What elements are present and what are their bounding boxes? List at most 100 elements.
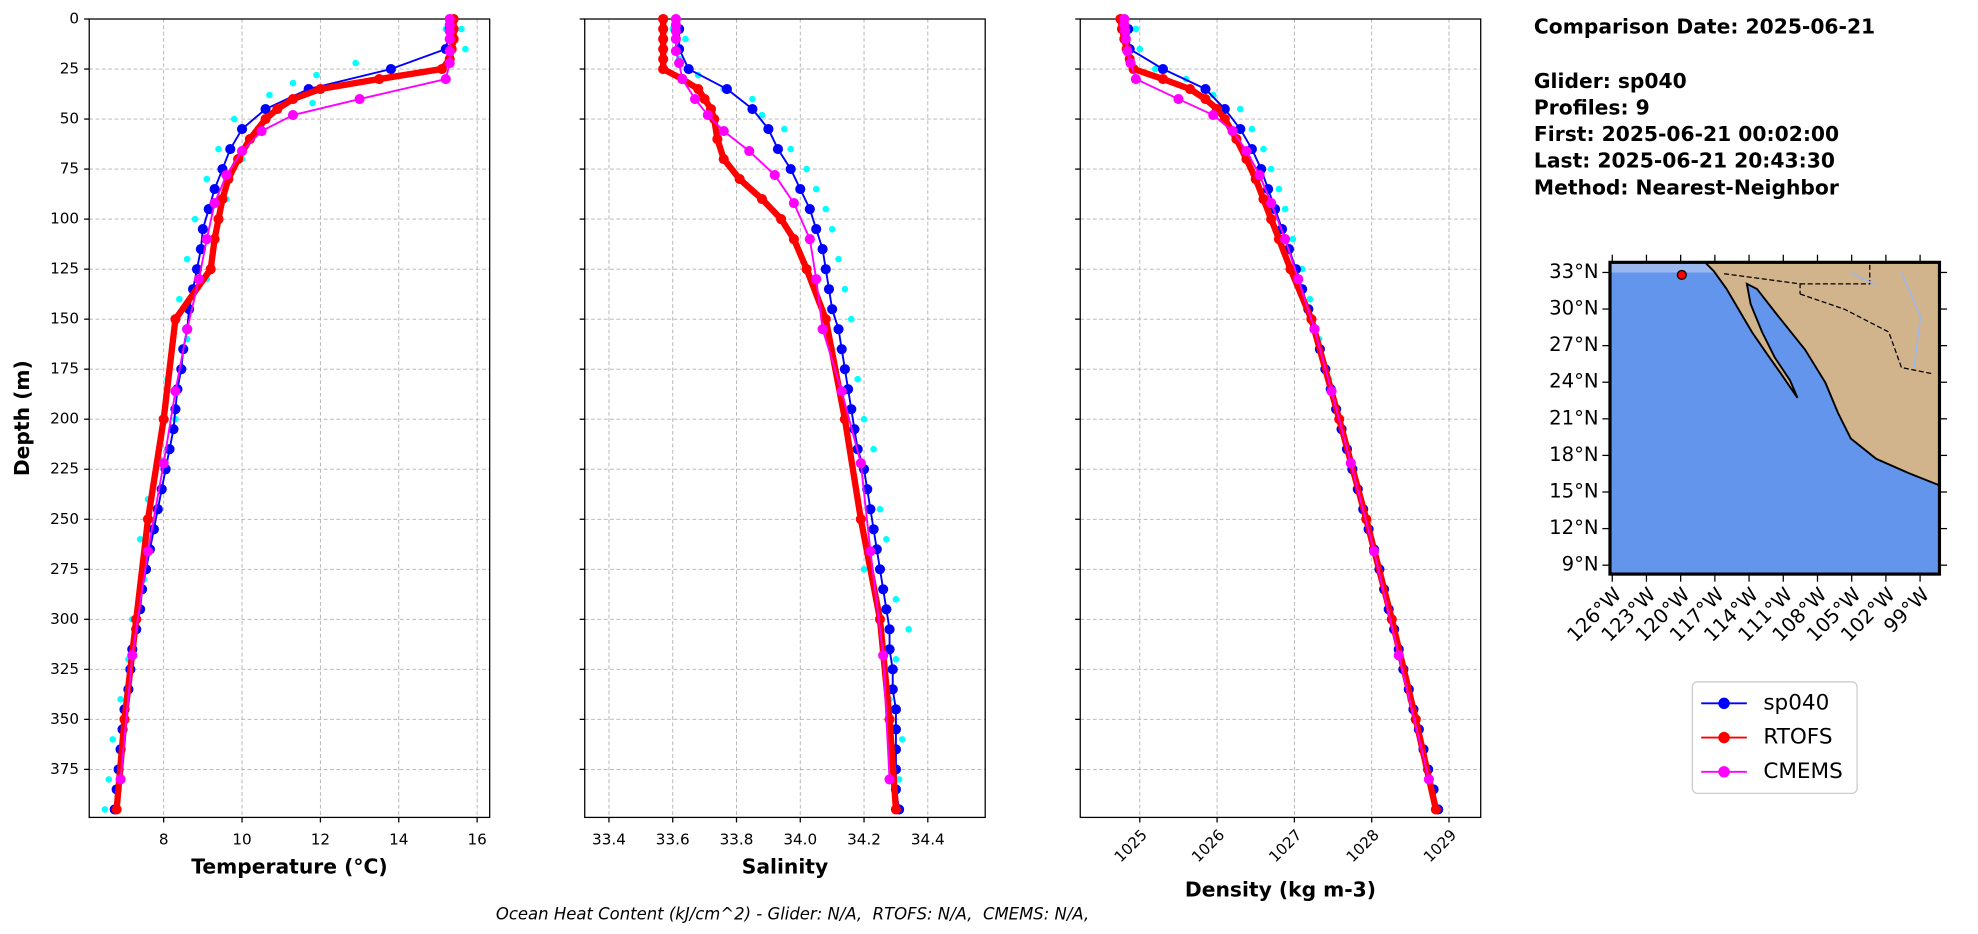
profile-marker	[217, 194, 228, 205]
raw-point	[749, 95, 756, 103]
profile-marker	[817, 244, 828, 255]
x-tick-label: 1028	[1343, 826, 1383, 866]
profile-line	[659, 19, 900, 810]
profile-line	[119, 19, 451, 780]
raw-point	[191, 215, 199, 223]
profile-marker	[201, 234, 212, 245]
lat-label: 18°N	[1549, 443, 1598, 466]
raw-point	[215, 145, 222, 153]
profile-marker	[670, 25, 681, 37]
profile-marker	[658, 43, 669, 55]
profile-marker	[804, 234, 815, 245]
profile-marker	[142, 546, 154, 557]
profile-marker	[1345, 458, 1356, 469]
glider-position	[1676, 269, 1687, 280]
profile-marker	[213, 214, 224, 225]
profile-marker	[1393, 650, 1404, 661]
raw-point	[892, 596, 900, 603]
profile-marker	[874, 564, 886, 575]
lat-label: 21°N	[1549, 406, 1598, 429]
profile-marker	[763, 123, 774, 135]
y-tick-label: 275	[50, 560, 79, 578]
profile-marker	[878, 584, 889, 595]
raw-point	[1289, 235, 1297, 243]
profile-marker	[1285, 264, 1296, 275]
y-tick-label: 350	[50, 710, 79, 728]
profile-marker	[1208, 109, 1219, 121]
profile-marker	[712, 134, 723, 145]
profile-marker	[193, 274, 205, 285]
legend-marker	[1718, 766, 1730, 778]
profile-marker	[127, 650, 138, 661]
profile-marker	[788, 198, 799, 209]
legend-label: CMEMS	[1763, 759, 1842, 784]
raw-point	[883, 535, 890, 543]
profile-marker	[205, 264, 216, 275]
profile-marker	[287, 93, 299, 105]
lat-label: 12°N	[1549, 516, 1598, 539]
profile-marker	[839, 414, 850, 425]
profile-marker	[142, 514, 154, 525]
profile-marker	[315, 83, 326, 95]
raw-point	[136, 535, 144, 543]
profile-marker	[1309, 324, 1320, 335]
profile-marker	[119, 714, 130, 725]
profile-marker	[887, 664, 898, 675]
y-tick-label: 325	[50, 660, 79, 678]
raw-point	[841, 285, 849, 293]
profile-marker	[209, 198, 220, 209]
profile-marker	[444, 57, 455, 69]
profile-marker	[689, 93, 701, 105]
profile-marker	[836, 386, 847, 397]
legend-box	[1691, 681, 1858, 794]
profile-marker	[776, 214, 787, 225]
profile-marker	[868, 524, 879, 535]
profile-marker	[1423, 774, 1434, 785]
raw-point	[309, 99, 316, 107]
profile-marker	[890, 704, 901, 715]
profile-marker	[1173, 93, 1184, 105]
raw-point	[854, 375, 861, 383]
x-tick-label: 8	[159, 831, 169, 849]
profile-marker	[182, 324, 193, 335]
profile-marker	[747, 103, 758, 115]
profile-marker	[444, 25, 455, 37]
profile-marker	[272, 103, 283, 115]
profile-marker	[884, 624, 895, 635]
profile-marker	[236, 146, 248, 157]
profile-marker	[699, 93, 710, 105]
profile-marker	[256, 125, 267, 137]
profile-marker	[718, 154, 729, 165]
profile-marker	[890, 804, 901, 815]
profile-marker	[823, 284, 835, 295]
lat-label: 24°N	[1549, 370, 1598, 393]
profile-marker	[354, 93, 365, 105]
x-tick-label: 34.0	[783, 831, 817, 849]
profile-marker	[287, 109, 299, 121]
x-tick-label: 33.8	[720, 831, 754, 849]
raw-point	[352, 59, 359, 67]
info-line: First: 2025-06-21 00:02:00	[1534, 122, 1839, 146]
info-line: Comparison Date: 2025-06-21	[1534, 14, 1875, 38]
profile-marker	[881, 604, 892, 615]
profile-marker	[811, 274, 822, 285]
profile-marker	[444, 45, 455, 57]
profile-marker	[887, 684, 898, 695]
y-tick-label: 175	[50, 360, 79, 378]
raw-point	[835, 255, 842, 263]
profile-marker	[670, 45, 681, 57]
lat-label: 9°N	[1562, 553, 1599, 576]
profile-marker	[176, 364, 187, 375]
profile-marker	[734, 174, 745, 185]
profile-marker	[804, 204, 815, 215]
raw-point	[1236, 105, 1244, 113]
x-tick-label: 33.6	[656, 831, 690, 849]
y-tick-label: 150	[50, 310, 79, 328]
profile-marker	[115, 774, 126, 785]
profile-marker	[658, 23, 669, 35]
x-tick-label: 16	[467, 831, 486, 849]
rivers	[1850, 271, 1922, 368]
y-tick-label: 225	[50, 460, 79, 478]
profile-marker	[444, 33, 455, 45]
